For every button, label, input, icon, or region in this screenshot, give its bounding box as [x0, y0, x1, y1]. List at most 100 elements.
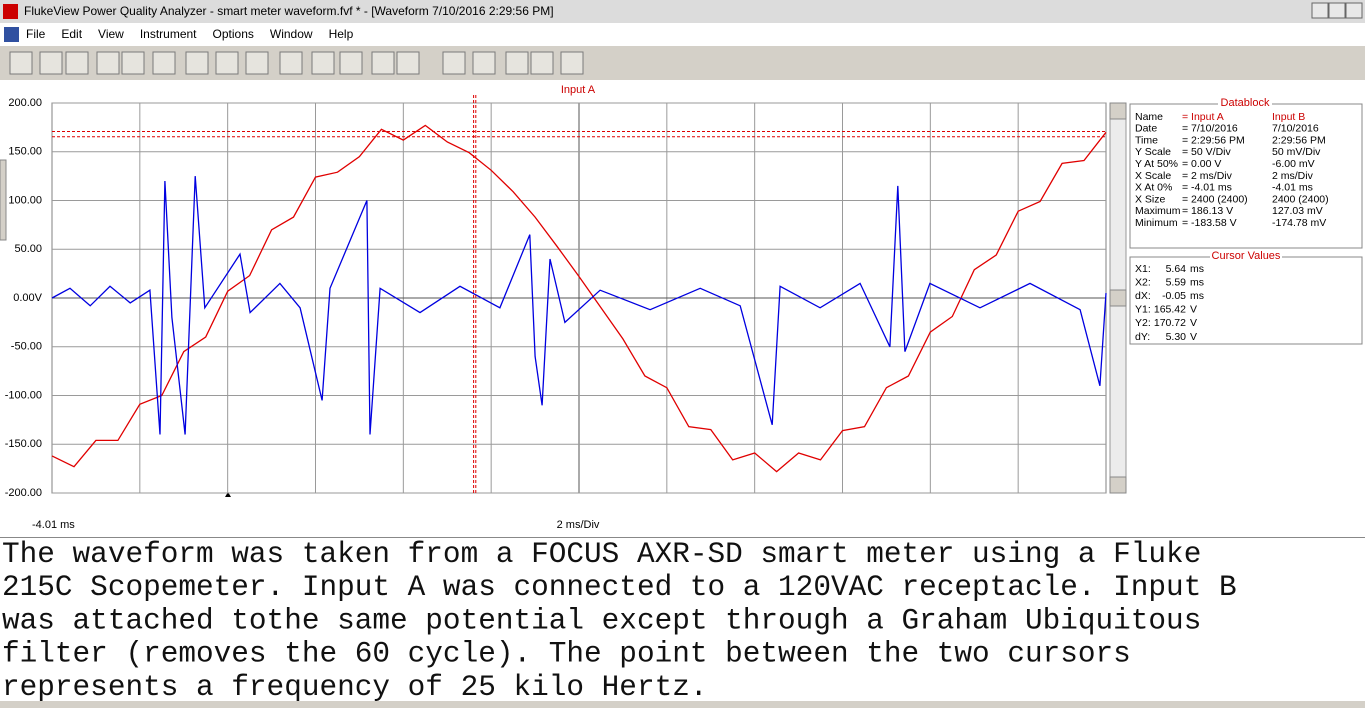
- waveform: [51, 176, 1107, 435]
- datablock-label: X Size: [1135, 193, 1166, 205]
- datablock-a: = 2:29:56 PM: [1182, 134, 1245, 146]
- tool-button[interactable]: [152, 51, 176, 75]
- cursor-label: X2:: [1135, 276, 1151, 288]
- title-bar: [0, 0, 1365, 23]
- tool-button[interactable]: [505, 51, 529, 75]
- datablock-label: Y At 50%: [1135, 158, 1178, 170]
- datablock-a: = 7/10/2016: [1182, 123, 1238, 135]
- datablock-a: = -183.58 V: [1182, 217, 1237, 229]
- datablock-label: X At 0%: [1135, 182, 1172, 194]
- cursor-unit: V: [1190, 331, 1197, 343]
- cursor-label: Y1:: [1135, 304, 1151, 316]
- cursor-title-bg: [1210, 250, 1282, 262]
- datablock-title-bg: [1218, 97, 1272, 109]
- cursor-value: 5.59: [1166, 276, 1187, 288]
- x-start-label: -4.01 ms: [32, 519, 75, 531]
- tool-button[interactable]: [185, 51, 209, 75]
- tool-button[interactable]: [472, 51, 496, 75]
- cursor-label: X1:: [1135, 263, 1151, 275]
- datablock-b: 2400 (2400): [1272, 193, 1329, 205]
- y-tick-label: -50.00: [11, 341, 42, 353]
- cursor-unit: V: [1190, 317, 1197, 329]
- tool-button[interactable]: [65, 51, 89, 75]
- menu-item[interactable]: Options: [213, 27, 254, 41]
- datablock-b: 2:29:56 PM: [1272, 134, 1326, 146]
- y-tick-label: 100.00: [8, 194, 42, 206]
- menu-item[interactable]: Help: [329, 27, 354, 41]
- datablock-b: -4.01 ms: [1272, 182, 1313, 194]
- window-title: FlukeView Power Quality Analyzer - smart…: [24, 4, 554, 18]
- caption-line: represents a frequency of 25 kilo Hertz.: [2, 671, 708, 704]
- doc-icon: [4, 27, 19, 42]
- datablock-title: Datablock: [1221, 97, 1270, 109]
- y-tick-label: -200.00: [5, 487, 42, 499]
- datablock-label: Time: [1135, 134, 1158, 146]
- cursor-value: 165.42: [1154, 304, 1186, 316]
- y-tick-label: 50.00: [14, 243, 42, 255]
- caption-line: The waveform was taken from a FOCUS AXR-…: [2, 538, 1201, 571]
- y-tick-label: 150.00: [8, 146, 42, 158]
- datablock-b: -6.00 mV: [1272, 158, 1315, 170]
- menu-item[interactable]: Edit: [61, 27, 82, 41]
- datablock-b: 127.03 mV: [1272, 205, 1323, 217]
- tool-button[interactable]: [39, 51, 63, 75]
- menu-item[interactable]: Instrument: [140, 27, 197, 41]
- tool-button[interactable]: [396, 51, 420, 75]
- tool-button[interactable]: [530, 51, 554, 75]
- chart-title: Input A: [561, 84, 596, 96]
- tool-button[interactable]: [121, 51, 145, 75]
- tool-button[interactable]: [442, 51, 466, 75]
- menu-item[interactable]: Window: [270, 27, 313, 41]
- datablock-b: 50 mV/Div: [1272, 146, 1321, 158]
- tool-button[interactable]: [339, 51, 363, 75]
- tool-button[interactable]: [560, 51, 584, 75]
- cursor-label: Y2:: [1135, 317, 1151, 329]
- datablock-b: -174.78 mV: [1272, 217, 1326, 229]
- cursor-unit: V: [1190, 304, 1197, 316]
- datablock-label: Y Scale: [1135, 146, 1171, 158]
- cursor-value: 5.64: [1166, 263, 1187, 275]
- datablock-label: Date: [1135, 123, 1157, 135]
- datablock-label: Maximum: [1135, 205, 1181, 217]
- waveform: [51, 124, 1107, 473]
- datablock-a: = -4.01 ms: [1182, 182, 1232, 194]
- status-bar: [0, 701, 1365, 708]
- side-tab[interactable]: [0, 159, 7, 241]
- tool-button[interactable]: [215, 51, 239, 75]
- cursor-panel: [1129, 256, 1363, 345]
- caption-line: filter (removes the 60 cycle). The point…: [2, 638, 1131, 671]
- y-tick-label: 0.00V: [13, 292, 42, 304]
- tool-button[interactable]: [245, 51, 269, 75]
- tool-button[interactable]: [96, 51, 120, 75]
- cursor-value: -0.05: [1162, 290, 1186, 302]
- y-tick-label: -100.00: [5, 389, 42, 401]
- cursor-unit: ms: [1190, 276, 1204, 288]
- datablock-label: X Scale: [1135, 170, 1171, 182]
- tool-button[interactable]: [9, 51, 33, 75]
- x-scale-label: 2 ms/Div: [557, 519, 600, 531]
- datablock-label: Name: [1135, 111, 1163, 123]
- cursor-unit: ms: [1190, 290, 1204, 302]
- cursor-title: Cursor Values: [1212, 250, 1281, 262]
- datablock-a: = 2400 (2400): [1182, 193, 1248, 205]
- scrollbar[interactable]: [1109, 102, 1127, 494]
- tool-button[interactable]: [311, 51, 335, 75]
- trigger-marker: [225, 492, 231, 497]
- datablock-a: = Input A: [1182, 111, 1224, 123]
- menu-bar: [0, 23, 1365, 46]
- tool-button[interactable]: [371, 51, 395, 75]
- datablock-a: = 186.13 V: [1182, 205, 1233, 217]
- tool-button[interactable]: [279, 51, 303, 75]
- cursor-label: dX:: [1135, 290, 1151, 302]
- menu-item[interactable]: View: [98, 27, 124, 41]
- datablock-a: = 0.00 V: [1182, 158, 1221, 170]
- datablock-a: = 2 ms/Div: [1182, 170, 1233, 182]
- datablock-a: = 50 V/Div: [1182, 146, 1231, 158]
- menu-item[interactable]: File: [26, 27, 46, 41]
- caption-line: 215C Scopemeter. Input A was connected t…: [2, 571, 1237, 604]
- y-tick-label: 200.00: [8, 97, 42, 109]
- toolbar-buttons[interactable]: [9, 51, 584, 75]
- datablock-label: Minimum: [1135, 217, 1178, 229]
- cursor-value: 170.72: [1154, 317, 1186, 329]
